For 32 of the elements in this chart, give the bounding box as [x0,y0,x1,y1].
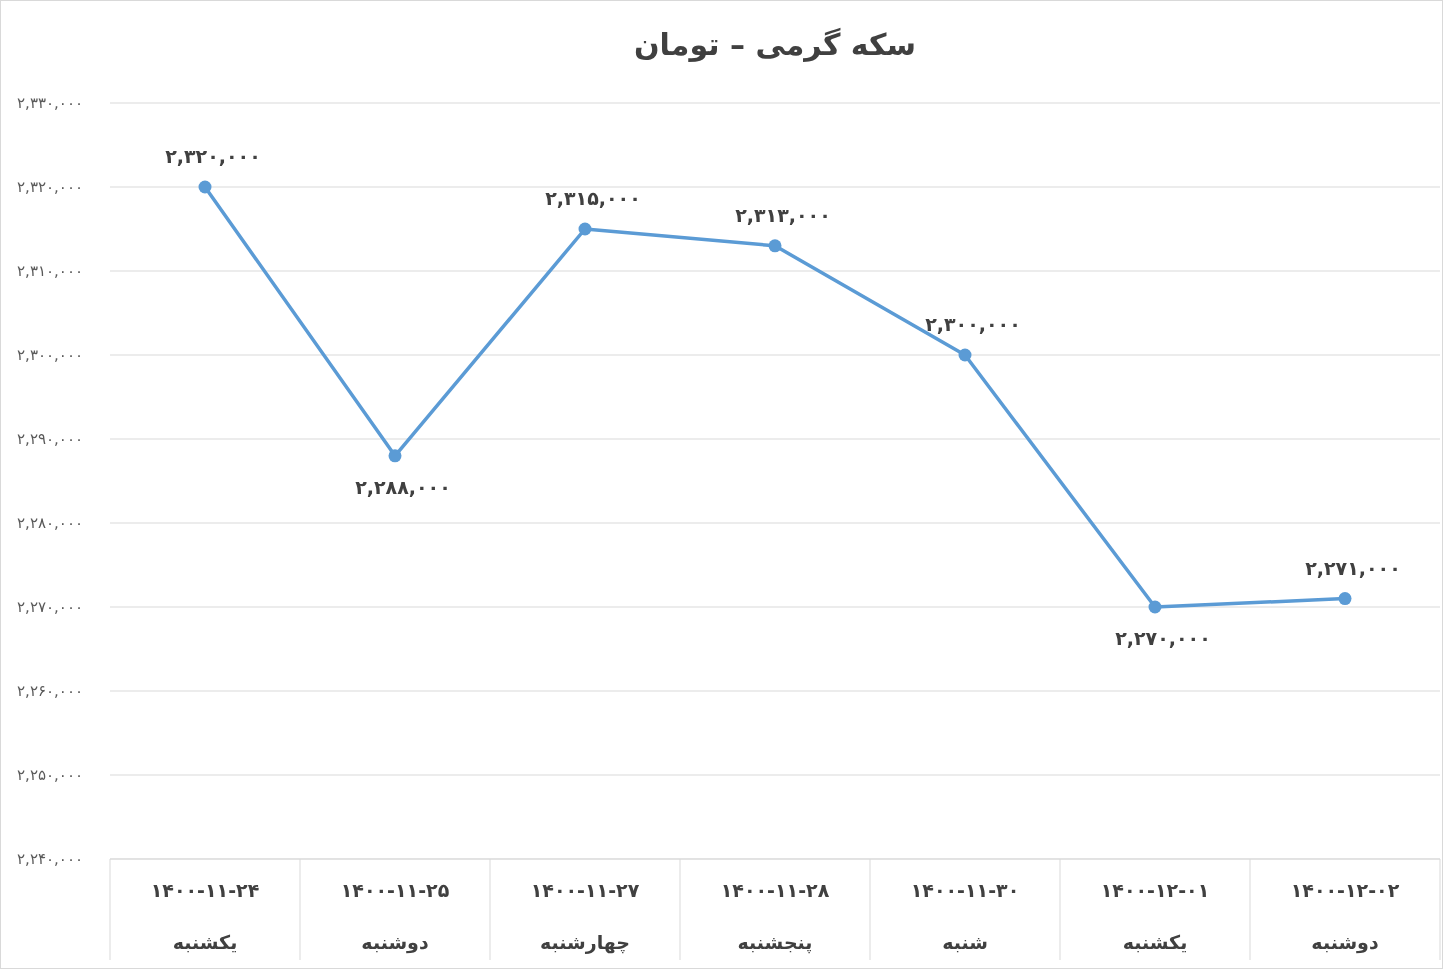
point [1148,600,1162,614]
y-tick-label: ۲,۲۹۰,۰۰۰ [17,430,83,448]
category-label: ۱۴۰۰-۱۱-۳۰ شنبه [910,879,1020,953]
chart-title: سکه گرمی – تومان [633,27,917,62]
y-tick-label: ۲,۲۴۰,۰۰۰ [17,850,83,868]
y-tick-label: ۲,۲۶۰,۰۰۰ [17,682,83,700]
data-label: ۲,۳۰۰,۰۰۰ [925,313,1021,335]
y-tick-label: ۲,۳۱۰,۰۰۰ [17,262,83,280]
point [198,180,212,194]
y-tick-label: ۲,۲۷۰,۰۰۰ [17,598,83,616]
point [1338,592,1352,606]
y-tick-label: ۲,۲۵۰,۰۰۰ [17,766,83,784]
category-label: ۱۴۰۰-۱۱-۲۸ پنجشنبه [720,879,830,953]
data-label: ۲,۲۷۰,۰۰۰ [1115,627,1211,649]
point [768,239,782,253]
point [958,348,972,362]
category-label: ۱۴۰۰-۱۱-۲۵ دوشنبه [340,879,450,953]
y-tick-label: ۲,۳۰۰,۰۰۰ [17,346,83,364]
category-label: ۱۴۰۰-۱۱-۲۷ چهارشنبه [530,879,640,953]
point [388,449,402,463]
category-label: ۱۴۰۰-۱۲-۰۲ دوشنبه [1290,879,1400,953]
y-tick-label: ۲,۲۸۰,۰۰۰ [17,514,83,532]
category-label: ۱۴۰۰-۱۱-۲۴ یکشنبه [150,879,260,953]
y-tick-label: ۲,۳۲۰,۰۰۰ [17,178,83,196]
data-label: ۲,۲۸۸,۰۰۰ [355,475,451,498]
data-label: ۲,۲۷۱,۰۰۰ [1305,556,1401,579]
category-label: ۱۴۰۰-۱۲-۰۱ یکشنبه [1100,879,1210,953]
data-label: ۲,۳۱۳,۰۰۰ [735,203,831,226]
y-tick-label: ۲,۳۳۰,۰۰۰ [17,94,83,112]
data-label: ۲,۳۱۵,۰۰۰ [545,187,641,209]
point [578,222,592,236]
data-label: ۲,۳۲۰,۰۰۰ [165,145,261,167]
